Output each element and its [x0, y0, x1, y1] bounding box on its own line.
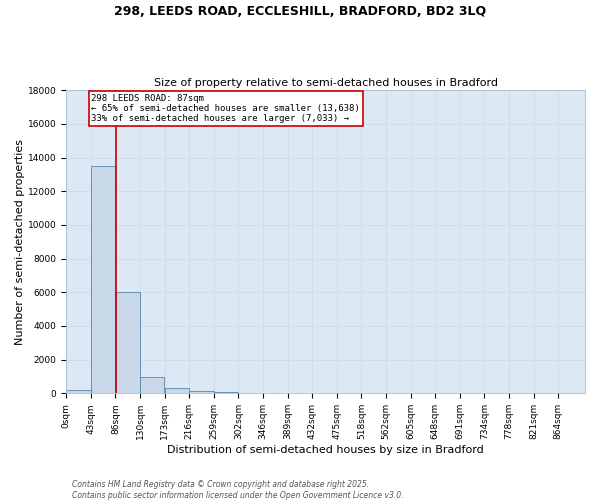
Bar [116, 292, 140, 394]
Text: 298, LEEDS ROAD, ECCLESHILL, BRADFORD, BD2 3LQ: 298, LEEDS ROAD, ECCLESHILL, BRADFORD, B… [114, 5, 486, 18]
Bar [67, 390, 91, 394]
Bar [190, 391, 214, 394]
Y-axis label: Number of semi-detached properties: Number of semi-detached properties [15, 139, 25, 345]
Bar [91, 166, 115, 394]
X-axis label: Distribution of semi-detached houses by size in Bradford: Distribution of semi-detached houses by … [167, 445, 484, 455]
Bar [214, 392, 238, 394]
Bar [140, 378, 164, 394]
Text: Contains HM Land Registry data © Crown copyright and database right 2025.
Contai: Contains HM Land Registry data © Crown c… [72, 480, 404, 500]
Title: Size of property relative to semi-detached houses in Bradford: Size of property relative to semi-detach… [154, 78, 497, 88]
Text: 298 LEEDS ROAD: 87sqm
← 65% of semi-detached houses are smaller (13,638)
33% of : 298 LEEDS ROAD: 87sqm ← 65% of semi-deta… [91, 94, 360, 124]
Bar [165, 388, 189, 394]
